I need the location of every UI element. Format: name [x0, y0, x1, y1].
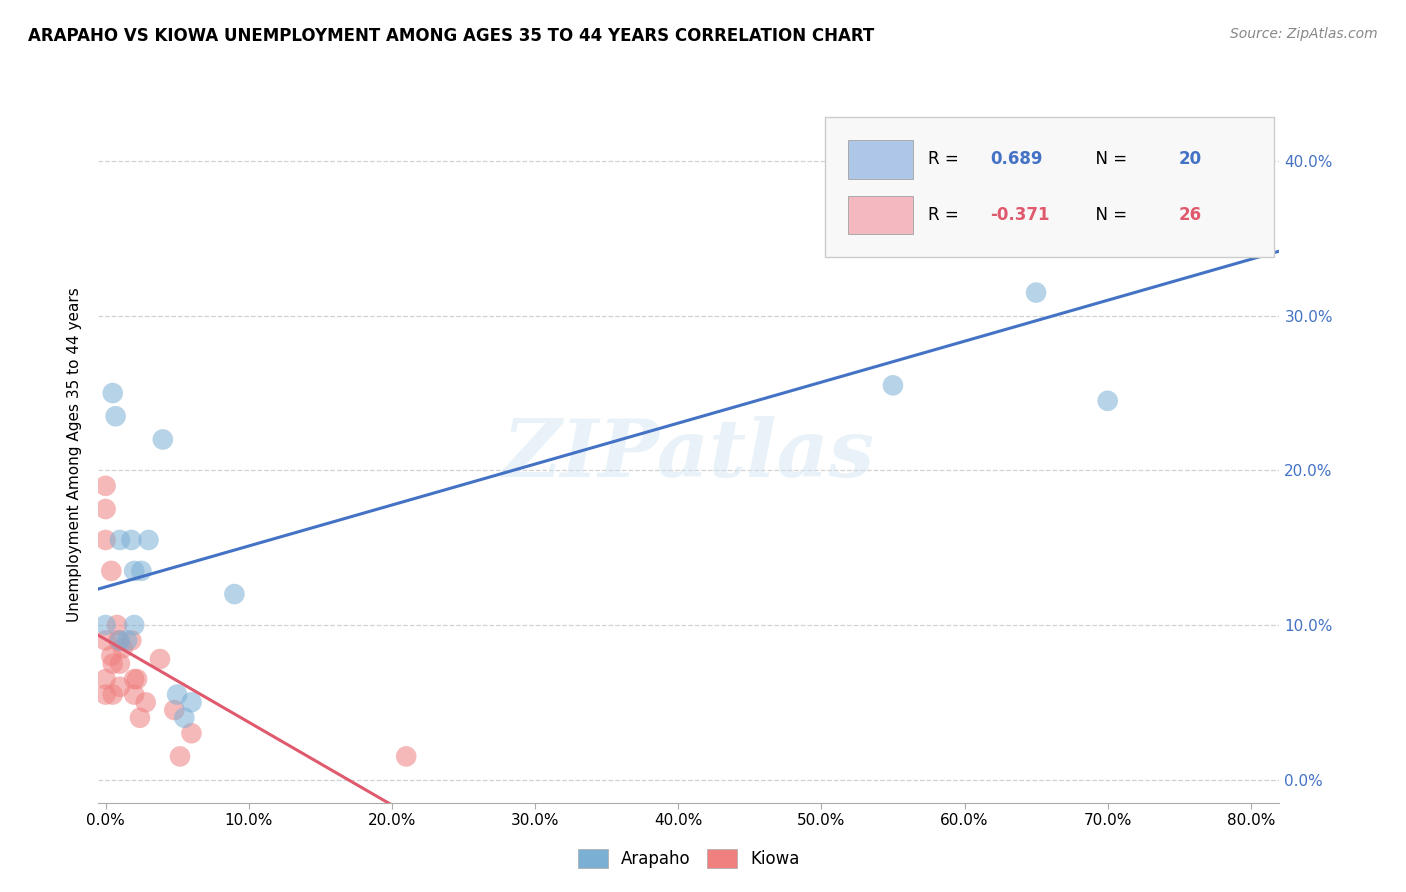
Point: [101, 386, 124, 401]
Text: -0.371: -0.371: [990, 206, 1050, 224]
Bar: [848, 196, 914, 235]
Point: [108, 657, 131, 671]
Point: [94, 533, 117, 547]
Legend: Arapaho, Kiowa: Arapaho, Kiowa: [571, 842, 807, 874]
Text: N =: N =: [1084, 206, 1132, 224]
Point: [111, 641, 134, 656]
Point: [135, 695, 157, 709]
Point: [122, 618, 145, 632]
Point: [138, 533, 160, 547]
Point: [180, 726, 202, 740]
Point: [105, 618, 128, 632]
Point: [94, 633, 117, 648]
Point: [104, 409, 127, 424]
Text: R =: R =: [928, 206, 963, 224]
Point: [108, 680, 131, 694]
Point: [1097, 393, 1119, 408]
Point: [1025, 285, 1047, 300]
Point: [108, 533, 131, 547]
Text: 20: 20: [1180, 150, 1202, 169]
Point: [100, 648, 122, 663]
Point: [882, 378, 904, 392]
Point: [94, 672, 117, 686]
Point: [163, 703, 186, 717]
Text: 26: 26: [1180, 206, 1202, 224]
Y-axis label: Unemployment Among Ages 35 to 44 years: Unemployment Among Ages 35 to 44 years: [67, 287, 83, 623]
Point: [169, 749, 191, 764]
Point: [166, 688, 188, 702]
Point: [131, 564, 153, 578]
Point: [224, 587, 246, 601]
Point: [120, 633, 142, 648]
Point: [108, 633, 131, 648]
Text: R =: R =: [928, 150, 963, 169]
Point: [129, 711, 152, 725]
Point: [94, 502, 117, 516]
Point: [101, 688, 124, 702]
Point: [125, 672, 148, 686]
Text: N =: N =: [1084, 150, 1132, 169]
Point: [115, 633, 138, 648]
Point: [107, 633, 129, 648]
Point: [180, 695, 202, 709]
Text: ARAPAHO VS KIOWA UNEMPLOYMENT AMONG AGES 35 TO 44 YEARS CORRELATION CHART: ARAPAHO VS KIOWA UNEMPLOYMENT AMONG AGES…: [28, 27, 875, 45]
Text: 0.689: 0.689: [990, 150, 1043, 169]
Point: [173, 711, 195, 725]
Point: [120, 533, 142, 547]
Text: Source: ZipAtlas.com: Source: ZipAtlas.com: [1230, 27, 1378, 41]
Point: [122, 564, 145, 578]
Point: [953, 193, 976, 207]
Point: [101, 657, 124, 671]
Point: [122, 688, 145, 702]
Point: [152, 433, 174, 447]
Point: [94, 479, 117, 493]
Point: [149, 652, 172, 666]
Text: ZIPatlas: ZIPatlas: [503, 417, 875, 493]
Point: [395, 749, 418, 764]
Bar: [848, 140, 914, 178]
Point: [100, 564, 122, 578]
FancyBboxPatch shape: [825, 118, 1274, 257]
Point: [122, 672, 145, 686]
Point: [94, 688, 117, 702]
Point: [94, 618, 117, 632]
